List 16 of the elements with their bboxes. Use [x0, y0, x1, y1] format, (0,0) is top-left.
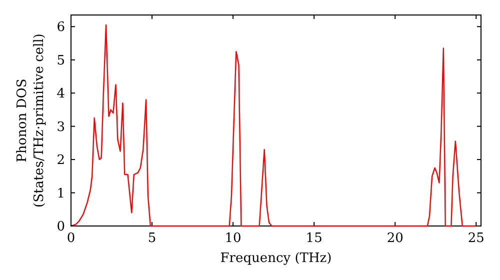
- y-tick-label: 5: [56, 53, 65, 68]
- x-tick-label: 15: [306, 231, 322, 246]
- y-tick-label: 2: [56, 153, 65, 168]
- x-tick-label: 20: [386, 231, 404, 246]
- x-tick-label: 25: [468, 231, 484, 246]
- x-tick-label: 5: [148, 231, 156, 246]
- x-tick-label: 0: [66, 231, 76, 246]
- y-tick-label: 1: [56, 186, 65, 202]
- y-tick-label: 0: [56, 220, 65, 234]
- y-tick-label: 3: [56, 120, 65, 135]
- line-series: [70, 24, 477, 227]
- y-tick-label: 4: [56, 86, 65, 102]
- y-axis-title: Phonon DOS (States/THz·primitive cell): [15, 33, 47, 208]
- x-axis-title: Frequency (THz): [220, 251, 332, 266]
- x-tick-label: 10: [224, 231, 242, 246]
- y-tick-label: 6: [56, 20, 65, 36]
